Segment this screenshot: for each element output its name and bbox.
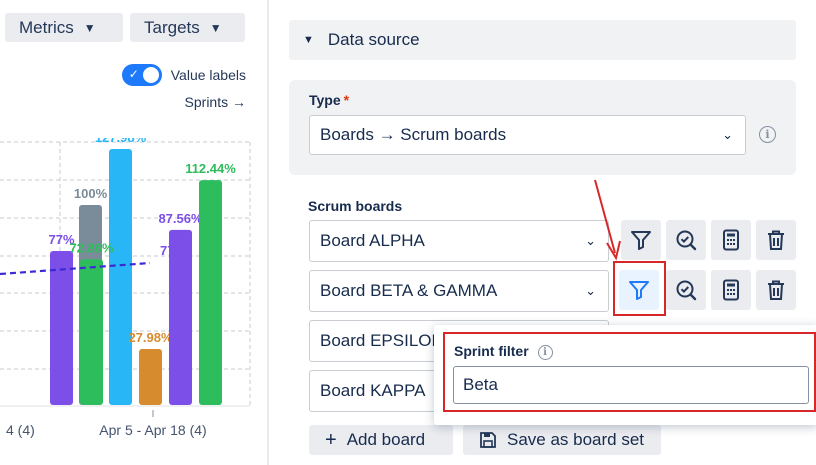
value-labels-option: ✓ Value labels: [121, 64, 246, 86]
search-check-icon: [676, 280, 697, 301]
sprint-filter-value: Beta: [463, 375, 498, 394]
bar: [139, 349, 162, 405]
chart-panel: Metrics ▼ Targets ▼ ✓ Value labels Sprin…: [0, 0, 268, 465]
save-board-set-button[interactable]: Save as board set: [463, 425, 661, 455]
info-icon[interactable]: i: [537, 344, 553, 360]
calculator-button[interactable]: [711, 270, 751, 310]
delete-button[interactable]: [756, 270, 796, 310]
annotation-highlight-filter: [613, 261, 666, 316]
chevron-down-icon: ⌄: [585, 283, 596, 298]
filter-icon: [631, 231, 651, 250]
bar: [109, 149, 132, 405]
board-name: Board BETA & GAMMA: [320, 281, 498, 300]
add-board-label: Add board: [346, 430, 426, 449]
x-tick-label: 4 (4): [6, 422, 35, 438]
metrics-label: Metrics: [19, 17, 74, 37]
board-name: Board EPSILON: [320, 331, 444, 350]
bar: [199, 180, 222, 405]
data-label: 127.98%: [95, 138, 147, 145]
targets-label: Targets: [144, 17, 200, 37]
type-select[interactable]: Boards → Scrum boards ⌄: [309, 115, 746, 155]
sprint-filter-label: Sprint filter i: [454, 343, 553, 360]
board-select-alpha[interactable]: Board ALPHA ⌄: [309, 220, 609, 262]
search-check-button[interactable]: [666, 220, 706, 260]
x-tick-label: Apr 5 - Apr 18 (4): [99, 422, 206, 438]
filter-button-active[interactable]: [619, 270, 659, 310]
calculator-button[interactable]: [711, 220, 751, 260]
bar-chart: 100% 127.98% 27.98% 77% 87.56% 72.86% 112.44% 7…: [0, 138, 251, 438]
type-section: Type * Boards → Scrum boards ⌄ i: [289, 80, 796, 175]
board-name: Board ALPHA: [320, 231, 425, 250]
sprint-filter-input[interactable]: Beta: [453, 366, 809, 404]
chevron-down-icon: ⌄: [585, 233, 596, 248]
board-select-beta-gamma[interactable]: Board BETA & GAMMA ⌄: [309, 270, 609, 312]
chevron-down-icon: ▼: [303, 34, 314, 46]
sprints-link[interactable]: Sprints →: [184, 94, 246, 110]
annotation-arrow: [594, 179, 621, 261]
search-check-button[interactable]: [666, 270, 706, 310]
annotation-highlight-popup: [443, 332, 816, 412]
required-mark: *: [343, 92, 350, 108]
calculator-icon: [723, 229, 739, 251]
search-check-icon: [676, 230, 697, 251]
data-label: 77%: [160, 243, 186, 258]
save-icon: [480, 432, 496, 448]
info-icon[interactable]: i: [759, 126, 776, 143]
data-label: 72.86%: [69, 240, 114, 255]
filter-icon: [629, 281, 649, 300]
plus-icon: +: [325, 428, 337, 451]
trash-icon: [768, 280, 784, 300]
data-label: 77%: [48, 232, 74, 247]
delete-button[interactable]: [756, 220, 796, 260]
metrics-dropdown[interactable]: Metrics ▼: [5, 13, 123, 42]
add-board-button[interactable]: + Add board: [309, 425, 453, 455]
type-select-value: Boards → Scrum boards: [320, 125, 507, 144]
data-label: 87.56%: [158, 211, 203, 226]
data-label: 112.44%: [185, 161, 236, 176]
bar: [169, 229, 192, 405]
data-label: 27.98%: [128, 330, 173, 345]
board-name: Board KAPPA: [320, 381, 426, 400]
save-board-set-label: Save as board set: [507, 430, 645, 449]
value-labels-label: Value labels: [170, 67, 246, 83]
calculator-icon: [723, 279, 739, 301]
panel-divider: [267, 0, 269, 465]
bar: [80, 259, 103, 405]
chevron-down-icon: ▼: [83, 20, 96, 35]
targets-dropdown[interactable]: Targets ▼: [130, 13, 245, 42]
scrum-boards-label: Scrum boards: [308, 198, 403, 214]
chevron-down-icon: ⌄: [722, 127, 733, 142]
type-label: Type *: [309, 92, 350, 108]
data-source-header[interactable]: ▼ Data source: [289, 20, 796, 60]
data-label: 100%: [74, 186, 108, 201]
chevron-down-icon: ▼: [209, 20, 222, 35]
value-labels-toggle[interactable]: ✓: [121, 64, 162, 86]
filter-button[interactable]: [621, 220, 661, 260]
check-icon: ✓: [128, 67, 139, 81]
trend-line: [0, 261, 151, 276]
data-source-title: Data source: [327, 30, 420, 49]
trash-icon: [768, 230, 784, 250]
bar: [50, 251, 73, 405]
